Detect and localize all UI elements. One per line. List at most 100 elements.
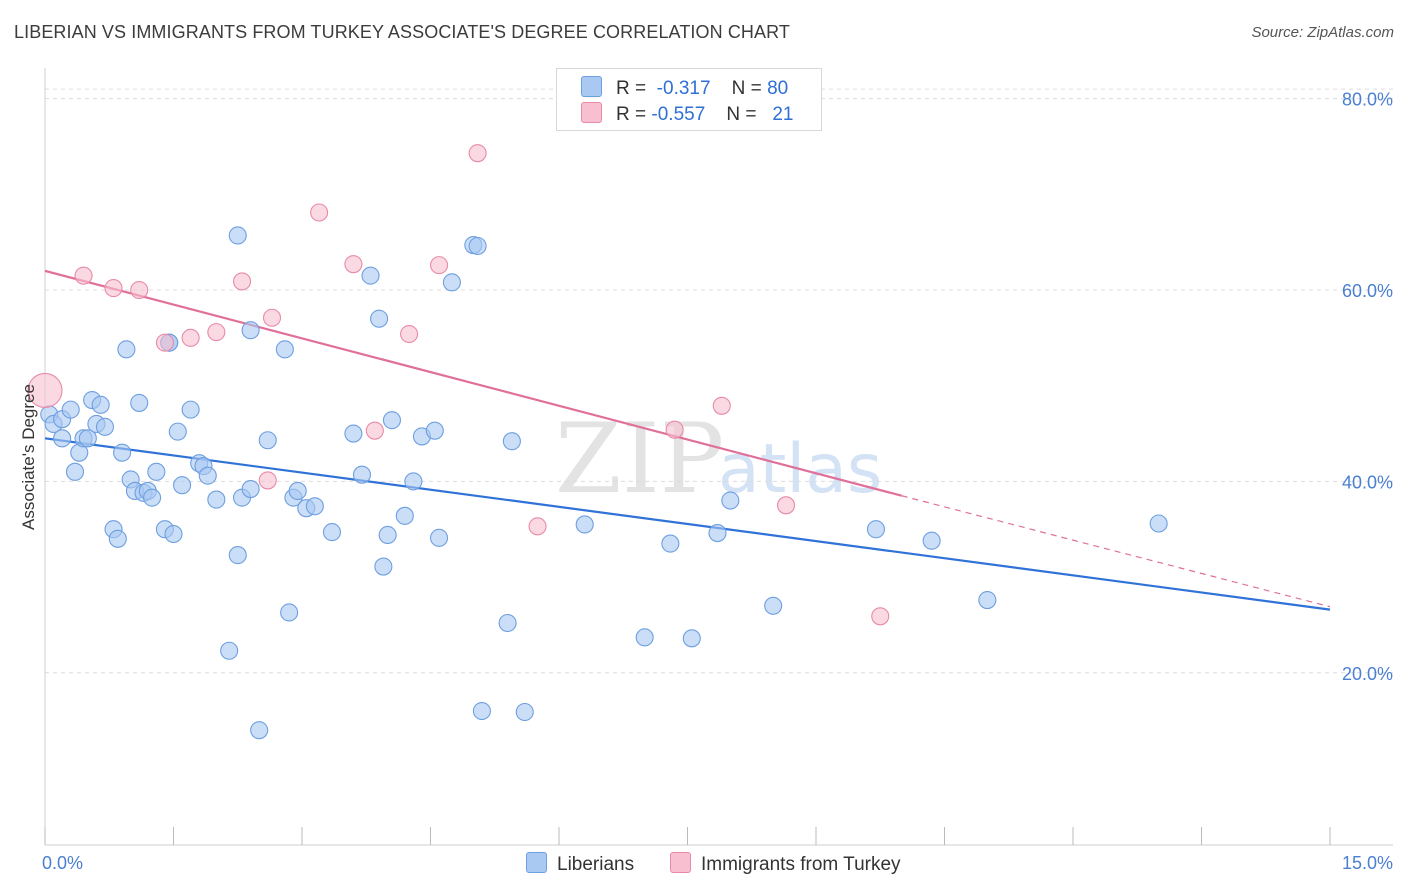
point-turkey <box>468 144 487 163</box>
trend-line-liberians <box>44 437 1331 611</box>
point-turkey <box>207 323 226 342</box>
point-liberians <box>344 424 363 443</box>
y-tick-label: 40.0% <box>1342 472 1393 492</box>
legend-row-turkey: R = -0.557 N = 21 <box>581 102 793 126</box>
point-turkey <box>74 266 93 285</box>
point-liberians <box>374 557 393 576</box>
point-liberians <box>866 520 886 539</box>
point-liberians <box>220 641 239 660</box>
point-liberians <box>575 515 594 534</box>
axes <box>44 68 1393 846</box>
point-liberians <box>382 411 402 430</box>
n-value: 80 <box>767 78 789 99</box>
point-liberians <box>498 613 517 633</box>
point-turkey <box>310 203 329 222</box>
point-liberians <box>228 546 247 565</box>
point-liberians <box>682 629 701 648</box>
point-turkey <box>528 517 547 536</box>
data-points <box>27 144 1168 740</box>
correlation-legend: R = -0.317 N = 80 R = -0.557 N = 21 <box>556 68 822 131</box>
point-liberians <box>113 443 132 462</box>
zipatlas-watermark: ZIP atlas <box>555 403 882 515</box>
point-liberians <box>198 466 217 485</box>
point-turkey <box>258 471 277 490</box>
y-tick-label: 20.0% <box>1342 664 1393 684</box>
point-turkey <box>130 280 149 300</box>
y-axis-label: Associate's Degree <box>19 384 38 530</box>
point-liberians <box>322 523 342 542</box>
point-liberians <box>275 340 294 359</box>
point-turkey <box>262 308 282 327</box>
point-turkey <box>776 496 796 515</box>
point-turkey <box>232 272 252 291</box>
point-liberians <box>173 476 192 495</box>
point-liberians <box>764 596 783 615</box>
point-liberians <box>430 528 449 547</box>
point-liberians <box>468 236 487 256</box>
point-turkey <box>871 607 890 626</box>
n-label: N = <box>731 78 762 99</box>
point-liberians <box>228 226 247 245</box>
point-liberians <box>250 721 269 740</box>
svg-text:ZIP: ZIP <box>555 403 724 515</box>
point-liberians <box>442 273 461 292</box>
y-tick-label: 80.0% <box>1342 90 1393 110</box>
point-liberians <box>472 701 491 721</box>
point-liberians <box>241 321 260 340</box>
point-liberians <box>241 479 260 499</box>
point-liberians <box>78 429 97 448</box>
point-liberians <box>922 531 941 550</box>
point-liberians <box>425 421 444 440</box>
point-liberians <box>502 432 521 451</box>
r-value: -0.557 <box>651 104 706 125</box>
point-liberians <box>61 400 80 419</box>
point-liberians <box>1149 514 1168 533</box>
r-label: R = <box>616 104 647 125</box>
legend-swatch-liberians <box>526 852 547 873</box>
legend-item-turkey: Immigrants from Turkey <box>670 852 901 876</box>
point-turkey <box>155 333 174 352</box>
point-liberians <box>708 524 727 543</box>
r-label: R = <box>616 78 647 99</box>
n-label: N = <box>726 104 757 125</box>
legend-label: Liberians <box>557 854 635 875</box>
point-liberians <box>635 628 654 647</box>
point-turkey <box>344 255 363 274</box>
point-turkey <box>430 256 449 275</box>
legend-swatch-turkey <box>670 852 691 873</box>
point-turkey <box>400 324 419 344</box>
point-liberians <box>108 529 127 548</box>
point-liberians <box>361 266 380 285</box>
point-liberians <box>143 488 162 507</box>
point-liberians <box>168 422 187 441</box>
point-turkey <box>365 421 384 440</box>
n-value: 21 <box>772 104 794 125</box>
point-liberians <box>207 490 226 509</box>
point-liberians <box>117 340 136 359</box>
point-turkey <box>27 372 63 409</box>
point-liberians <box>95 417 115 436</box>
legend-swatch-liberians <box>581 76 602 97</box>
point-liberians <box>404 472 423 491</box>
r-value: -0.317 <box>656 78 711 99</box>
x-tick-label: 0.0% <box>42 853 83 873</box>
point-liberians <box>181 400 200 419</box>
x-tick-label: 15.0% <box>1342 853 1393 873</box>
legend-label: Immigrants from Turkey <box>701 854 901 875</box>
source-label: Source: ZipAtlas.com <box>1251 24 1394 41</box>
trend-lines <box>44 269 1331 611</box>
legend-row-liberians: R = -0.317 N = 80 <box>581 76 788 100</box>
trend-line-turkey-extrapolated <box>901 495 1331 608</box>
point-liberians <box>515 702 534 722</box>
legend-item-liberians: Liberians <box>526 852 634 876</box>
point-liberians <box>370 309 389 328</box>
point-liberians <box>53 429 72 448</box>
point-liberians <box>378 525 397 545</box>
point-turkey <box>181 328 200 347</box>
trend-line-turkey <box>44 269 902 497</box>
point-liberians <box>395 506 414 525</box>
point-liberians <box>288 481 307 501</box>
point-liberians <box>978 590 997 610</box>
point-turkey <box>712 396 731 415</box>
